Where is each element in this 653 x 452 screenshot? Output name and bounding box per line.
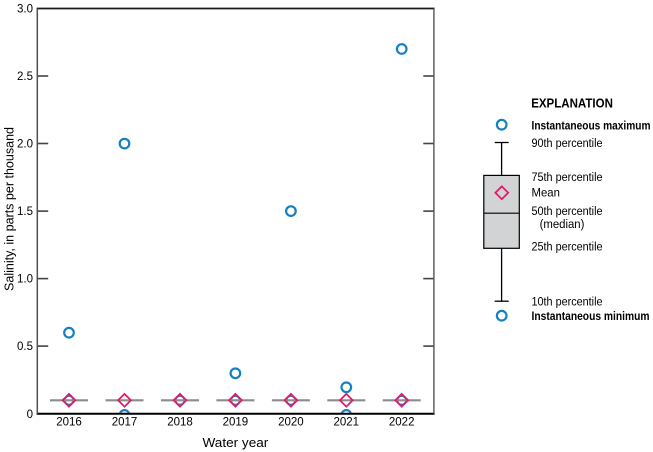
svg-text:2019: 2019 xyxy=(223,417,249,429)
svg-text:Instantaneous maximum: Instantaneous maximum xyxy=(532,119,651,133)
svg-text:(median): (median) xyxy=(540,217,585,231)
svg-text:Instantaneous minimum: Instantaneous minimum xyxy=(532,309,650,323)
svg-text:2020: 2020 xyxy=(278,417,304,429)
svg-text:10th percentile: 10th percentile xyxy=(532,294,603,308)
svg-text:1.0: 1.0 xyxy=(17,274,33,286)
svg-text:0: 0 xyxy=(27,409,33,421)
svg-text:2.5: 2.5 xyxy=(17,71,33,83)
svg-text:1.5: 1.5 xyxy=(17,206,33,218)
svg-text:2017: 2017 xyxy=(112,417,138,429)
svg-text:2022: 2022 xyxy=(389,417,415,429)
svg-text:90th percentile: 90th percentile xyxy=(532,136,603,150)
svg-text:2018: 2018 xyxy=(167,417,193,429)
svg-text:2021: 2021 xyxy=(334,417,360,429)
svg-text:Salinity, in parts per thousan: Salinity, in parts per thousand xyxy=(2,127,16,291)
svg-text:3.0: 3.0 xyxy=(17,4,33,16)
svg-text:0.5: 0.5 xyxy=(17,341,33,353)
svg-text:Mean: Mean xyxy=(532,186,560,200)
svg-text:Water year: Water year xyxy=(203,436,269,450)
svg-text:50th percentile: 50th percentile xyxy=(532,204,603,218)
svg-text:2.0: 2.0 xyxy=(17,139,33,151)
svg-text:75th percentile: 75th percentile xyxy=(532,170,603,184)
svg-text:2016: 2016 xyxy=(56,417,82,429)
svg-text:25th percentile: 25th percentile xyxy=(532,239,603,253)
svg-text:EXPLANATION: EXPLANATION xyxy=(531,95,613,110)
